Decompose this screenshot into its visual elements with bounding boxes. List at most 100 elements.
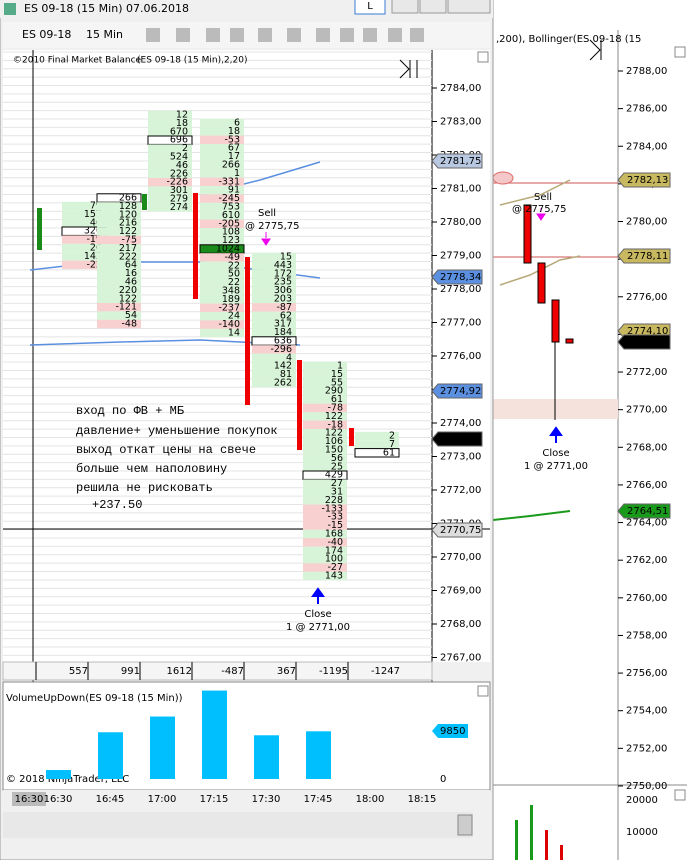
price-label: 2778,00 [440, 284, 481, 295]
cell-value: 24 [228, 311, 240, 322]
cell-bg [252, 328, 296, 337]
delta-bar [37, 208, 42, 250]
bg-volume-label: 20000 [626, 795, 658, 806]
price-axis [432, 50, 490, 662]
l-button[interactable] [354, 0, 386, 15]
bg-price-label: 2760,00 [626, 593, 667, 604]
sell-arrow [261, 232, 271, 246]
cell-bg [148, 119, 192, 128]
delta-value: 367 [277, 666, 296, 677]
cell-bg [200, 253, 244, 262]
cell-bg [252, 278, 296, 287]
cell-bg [148, 110, 192, 120]
cell-bg [252, 252, 296, 262]
cell-value: 17 [228, 151, 240, 162]
cell-bg [303, 378, 347, 387]
cell-value: 54 [125, 310, 137, 321]
delta-bar [142, 194, 147, 210]
cell-value: 203 [274, 294, 292, 305]
f-button[interactable] [477, 685, 489, 697]
price-label: 2777,00 [440, 318, 481, 329]
cell-value: 128 [119, 201, 137, 212]
close-window[interactable] [447, 0, 491, 14]
cell-value: 15 [331, 369, 343, 380]
price-label: 2776,00 [440, 351, 481, 362]
maximize[interactable] [419, 0, 447, 14]
cell-bg [252, 370, 296, 379]
cell-bg [200, 144, 244, 153]
cell-value: 753 [222, 202, 240, 213]
bg-tag-label: 2782,13 [627, 175, 668, 186]
bg-tag-label: 2774,10 [627, 326, 668, 337]
cell-bg [200, 328, 244, 338]
cell-bg [303, 429, 347, 438]
cell-bg [303, 563, 347, 572]
bg-sell: Sell [534, 192, 552, 203]
cell-bg [252, 303, 296, 312]
annotation: давление+ уменьшение покупок [76, 424, 278, 438]
cell-value: -15 [327, 520, 343, 531]
cell-value: 106 [325, 436, 343, 447]
price-label: 2770,00 [440, 552, 481, 563]
price-tag-label: 2770,75 [440, 525, 481, 536]
price-tag [431, 383, 483, 399]
cell-bg [200, 194, 244, 203]
toolbar-icons [146, 28, 424, 42]
cell-value: 6 [234, 118, 240, 129]
cell-bg [200, 236, 244, 245]
cell-bg [200, 261, 244, 270]
cell-bg [200, 152, 244, 161]
annotation: выход откат цены на свече [76, 443, 256, 457]
cell-value: 1 [337, 361, 343, 372]
price-tag-label: 2773,50 [440, 434, 481, 445]
candle [537, 262, 546, 304]
cell-value: -226 [166, 177, 188, 188]
cell-value: 306 [274, 285, 292, 296]
bg-price-label: 2762,00 [626, 555, 667, 566]
cell-bg [97, 244, 141, 253]
cell-value: 91 [228, 185, 240, 196]
interval[interactable]: 15 Min [86, 28, 123, 41]
scroll-end[interactable] [589, 39, 602, 61]
price-tag [431, 269, 483, 285]
cell-bg [303, 403, 347, 413]
bg-tag [617, 334, 671, 350]
cell-bg [200, 211, 244, 220]
f-button[interactable] [477, 51, 489, 63]
indicator-params: (ES 09-18 (15 Min),2,20) [137, 56, 248, 66]
cell-bg [200, 169, 244, 178]
cell-bg [62, 243, 106, 253]
scroll-end-icon [399, 59, 418, 79]
cell-value: 46 [176, 160, 188, 171]
candle [523, 204, 532, 264]
cell-bg [148, 161, 192, 170]
cell-value: 262 [274, 378, 292, 389]
f-button[interactable] [674, 789, 686, 801]
cell-value: -40 [327, 537, 343, 548]
cell-bg [354, 448, 400, 458]
time-label: 17:45 [304, 794, 333, 805]
cell-value: 46 [125, 277, 137, 288]
cell-bg [148, 186, 192, 195]
cell-value: 348 [222, 286, 240, 297]
instrument[interactable]: ES 09-18 [22, 28, 71, 41]
cell-bg [62, 201, 106, 211]
bg-price-label: 2754,00 [626, 706, 667, 717]
cell-value: 279 [170, 194, 188, 205]
scroll-thumb[interactable] [457, 814, 473, 836]
price-label: 2780,00 [440, 217, 481, 228]
annotation: вход по ФВ + МБ [76, 404, 184, 418]
bg-price-label: 2756,00 [626, 668, 667, 679]
scrollbar[interactable] [3, 812, 473, 838]
f-button[interactable] [674, 46, 686, 58]
cell-bg [252, 378, 296, 388]
price-label: 2772,00 [440, 485, 481, 496]
cell-value: 1 [234, 168, 240, 179]
cell-bg [303, 462, 347, 471]
minimize[interactable] [391, 0, 419, 14]
cell-bg [97, 210, 141, 219]
cell-value: -33 [327, 512, 343, 523]
price-label: 2773,00 [440, 452, 481, 463]
cell-bg [200, 202, 244, 212]
